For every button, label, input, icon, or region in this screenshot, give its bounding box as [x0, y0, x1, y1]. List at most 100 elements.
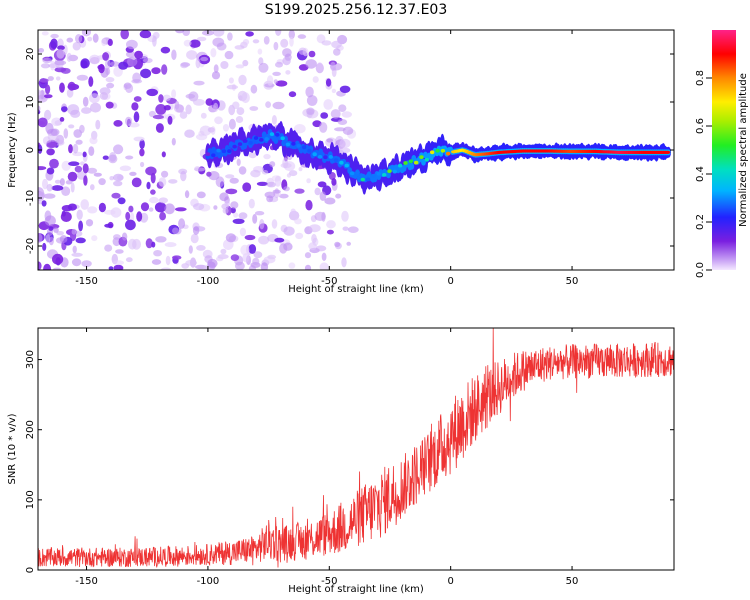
spectrogram-noise-blob	[74, 165, 83, 173]
spectrogram-ridge-blue	[386, 171, 391, 179]
snr-frame	[37, 327, 675, 571]
spectrogram-noise-blob	[125, 257, 133, 263]
spectrogram-noise-blob	[347, 226, 359, 233]
spectrogram-noise-blob	[233, 212, 239, 218]
spectrogram-noise-blob	[238, 74, 247, 86]
spectrogram-noise-blob	[38, 105, 41, 112]
spectrogram-noise-blob	[54, 60, 67, 66]
spectrogram-noise-blob	[279, 193, 289, 199]
spectrogram-noise-blob	[228, 118, 236, 130]
spectrogram-noise-blob	[248, 152, 257, 159]
spectrogram-noise-blob	[205, 98, 214, 106]
spectrogram-noise-blob	[220, 248, 227, 255]
spectrogram-noise-blob	[244, 234, 256, 241]
spectrogram-noise-blob	[39, 78, 49, 83]
spectrogram-noise-blob	[44, 109, 52, 121]
x-tick-label: -100	[197, 576, 220, 587]
spectrogram-noise-blob	[315, 245, 327, 252]
spectrogram-noise-blob	[125, 155, 134, 160]
spectrogram-noise-blob	[82, 96, 89, 107]
spectrogram-noise-blob	[70, 109, 81, 118]
spectrogram-noise-blob	[212, 30, 225, 37]
spectrogram-ridge-blue	[409, 162, 415, 170]
spectrogram-noise-blob	[42, 178, 48, 190]
spectrogram-noise-blob	[220, 61, 229, 69]
spectrogram-noise-blob	[236, 158, 241, 166]
spectrogram-noise-blob	[52, 267, 62, 270]
spectrogram-noise-blob	[250, 169, 261, 178]
spectrogram-ridge-core	[355, 170, 360, 175]
spectrogram-noise-blob	[104, 244, 113, 252]
spectrogram-noise-blob	[105, 77, 115, 83]
spectrogram-noise-blob	[186, 50, 198, 60]
spectrogram-noise-blob	[239, 227, 246, 237]
spectrogram-noise-blob	[72, 245, 77, 254]
spectrogram-noise-blob	[80, 60, 88, 69]
spectrogram-noise-blob	[324, 197, 336, 205]
spectrogram-y-label: Frequency (Hz)	[7, 112, 18, 188]
y-tick-label: 200	[25, 420, 36, 439]
spectrogram-ridge-core	[264, 137, 269, 141]
spectrogram-noise-blob	[263, 36, 270, 45]
y-tick-label: 100	[25, 490, 36, 509]
spectrogram-noise-blob	[185, 93, 196, 99]
spectrogram-noise-blob	[88, 146, 95, 157]
spectrogram-noise-blob	[90, 184, 95, 191]
spectrogram-noise-blob	[225, 174, 235, 179]
spectrogram-noise-blob	[279, 243, 288, 254]
spectrogram-noise-blob	[289, 36, 294, 47]
spectrogram-noise-blob	[249, 106, 259, 111]
spectrogram-noise-blob	[168, 179, 178, 184]
spectrogram-noise-blob	[88, 76, 94, 87]
spectrogram-noise-blob	[61, 205, 73, 212]
spectrogram-noise-blob	[68, 161, 80, 166]
spectrogram-noise-blob	[294, 218, 302, 225]
spectrogram-ridge-core	[398, 163, 403, 168]
spectrogram-noise-blob	[180, 62, 189, 69]
spectrogram-noise-blob	[41, 200, 47, 207]
spectrogram-noise-blob	[185, 104, 192, 115]
spectrogram-noise-blob	[254, 211, 265, 216]
spectrogram-noise-blob	[139, 148, 145, 157]
spectrogram-ridge-core	[435, 148, 440, 153]
spectrogram-noise-blob	[119, 165, 132, 172]
spectrogram-noise-blob	[260, 262, 269, 270]
spectrogram-noise-blob	[131, 102, 139, 111]
spectrogram-noise-blob	[312, 120, 322, 128]
spectrogram-ridge-core	[430, 150, 435, 155]
spectrogram-noise-blob	[160, 46, 171, 54]
spectrogram-noise-blob	[275, 30, 282, 36]
spectrogram-noise-blob	[75, 34, 83, 44]
spectrogram-noise-blob	[46, 183, 53, 192]
spectrogram-noise-blob	[305, 199, 313, 211]
spectrogram-ridge-core	[253, 136, 259, 140]
spectrogram-noise-blob	[92, 33, 99, 43]
spectrogram-noise-blob	[104, 223, 113, 228]
spectrogram-noise-blob	[57, 45, 65, 51]
spectrogram-noise-blob	[304, 252, 312, 259]
spectrogram-ridge-core	[243, 139, 248, 143]
spectrogram-noise-blob	[99, 92, 109, 100]
spectrogram-noise-blob	[140, 202, 150, 212]
spectrogram-noise-blob	[98, 63, 105, 74]
spectrogram-noise-blob	[196, 191, 206, 199]
spectrogram-noise-blob	[331, 88, 337, 94]
spectrogram-noise-blob	[151, 259, 162, 265]
spectrogram-noise-blob	[271, 219, 278, 229]
spectrogram-noise-blob	[158, 197, 168, 204]
spectrogram-noise-blob	[290, 208, 296, 215]
spectrogram-noise-blob	[308, 224, 321, 233]
spectrogram-noise-blob	[145, 238, 153, 249]
spectrogram-noise-blob	[124, 219, 136, 231]
spectrogram-noise-blob	[142, 57, 153, 64]
spectrogram-noise-blob	[139, 139, 145, 150]
spectrogram-noise-blob	[288, 91, 297, 98]
spectrogram-y-axis: -20 -10 0 10 20	[25, 48, 674, 254]
spectrogram-noise-blob	[285, 70, 291, 75]
spectrogram-noise-blob	[113, 180, 123, 187]
spectrogram-noise-blob	[274, 237, 285, 243]
spectrogram-x-label: Height of straight line (km)	[288, 284, 424, 295]
spectrogram-noise-blob	[48, 226, 54, 231]
spectrogram-ridge-core	[365, 177, 371, 182]
spectrogram-noise-blob	[81, 260, 92, 268]
